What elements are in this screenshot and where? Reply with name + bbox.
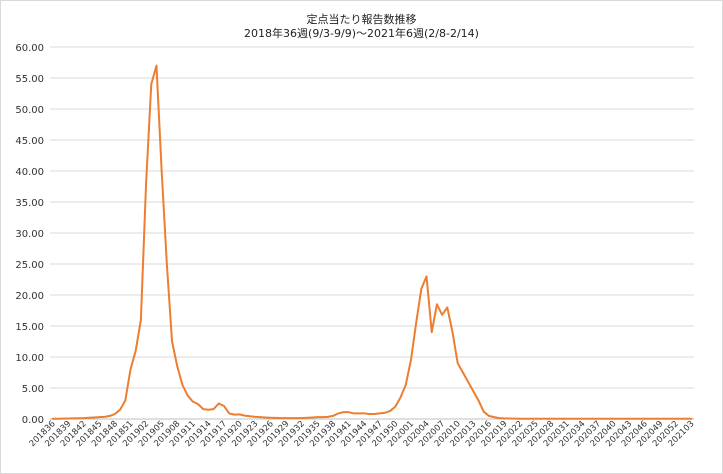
chart-title: 定点当たり報告数推移 xyxy=(306,13,417,26)
y-tick-label: 0.00 xyxy=(22,415,44,426)
series-line xyxy=(51,64,693,420)
y-tick-label: 25.00 xyxy=(15,260,44,271)
chart-subtitle: 2018年36週(9/3-9/9)～2021年6週(2/8-2/14) xyxy=(244,27,479,40)
y-tick-label: 20.00 xyxy=(15,291,44,302)
y-tick-label: 5.00 xyxy=(22,384,44,395)
y-tick-label: 40.00 xyxy=(15,167,44,178)
y-tick-label: 10.00 xyxy=(15,353,44,364)
y-tick-label: 55.00 xyxy=(15,74,44,85)
y-tick-label: 15.00 xyxy=(15,322,44,333)
y-tick-label: 50.00 xyxy=(15,105,44,116)
y-tick-label: 35.00 xyxy=(15,198,44,209)
y-tick-label: 45.00 xyxy=(15,136,44,147)
y-tick-label: 30.00 xyxy=(15,229,44,240)
y-tick-label: 60.00 xyxy=(15,43,44,54)
